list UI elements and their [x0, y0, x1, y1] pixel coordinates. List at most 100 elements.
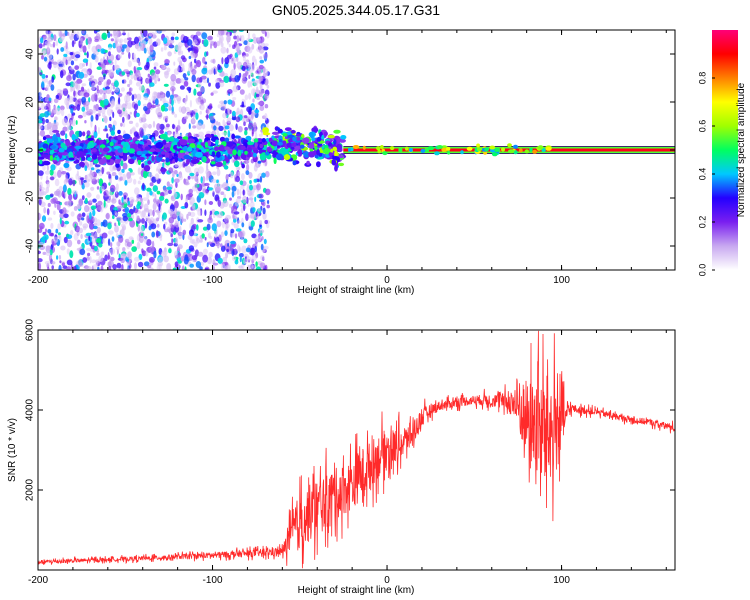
- heatmap-noise-cell: [247, 80, 251, 88]
- heatmap-noise-cell: [217, 63, 221, 71]
- heatmap-carrier-cell: [513, 150, 518, 155]
- heatmap-noise-cell: [184, 165, 191, 173]
- heatmap-noise-cell: [61, 171, 67, 175]
- heatmap-carrier-cell: [271, 131, 280, 135]
- heatmap-noise-cell: [237, 220, 241, 224]
- heatmap-noise-cell: [73, 265, 77, 270]
- heatmap-noise-cell: [44, 97, 49, 102]
- heatmap-noise-cell: [255, 93, 260, 98]
- heatmap-noise-cell: [115, 104, 119, 111]
- heatmap-noise-cell: [38, 132, 41, 136]
- heatmap-noise-cell: [167, 242, 174, 247]
- heatmap-noise-cell: [63, 179, 68, 185]
- heatmap-noise-cell: [165, 115, 169, 121]
- heatmap-noise-cell: [242, 195, 248, 204]
- heatmap-noise-cell: [62, 207, 67, 215]
- heatmap-carrier-cell: [210, 161, 216, 165]
- heatmap-noise-cell: [49, 169, 54, 176]
- heatmap-carrier-cell: [138, 141, 145, 145]
- heatmap-noise-cell: [219, 100, 225, 105]
- heatmap-noise-cell: [73, 206, 78, 211]
- heatmap-noise-cell: [75, 54, 81, 59]
- heatmap-carrier-cell: [314, 146, 318, 151]
- heatmap-noise-cell: [152, 185, 158, 192]
- heatmap-noise-cell: [192, 113, 196, 118]
- heatmap-noise-cell: [89, 62, 92, 70]
- heatmap-noise-cell: [81, 86, 85, 92]
- heatmap-noise-cell: [98, 242, 103, 248]
- heatmap-carrier-cell: [276, 127, 281, 131]
- heatmap-carrier-cell: [508, 149, 515, 154]
- heatmap-noise-cell: [128, 120, 134, 124]
- heatmap-noise-cell: [182, 229, 187, 236]
- heatmap-carrier-cell: [316, 161, 321, 168]
- heatmap-noise-cell: [180, 50, 184, 55]
- heatmap-noise-cell: [185, 94, 188, 102]
- heatmap-carrier-cell: [154, 148, 161, 153]
- heatmap-noise-cell: [58, 37, 64, 43]
- colorbar: 0.0 0.2 0.4 0.6 0.8 Normalized spectral ampl…: [697, 30, 747, 276]
- heatmap-noise-cell: [231, 57, 234, 62]
- heatmap-noise-cell: [97, 200, 103, 206]
- spectrogram-xlabel: Height of straight line (km): [298, 285, 415, 296]
- heatmap-carrier-cell: [389, 146, 395, 151]
- heatmap-noise-cell: [146, 239, 152, 246]
- heatmap-carrier-cell: [252, 152, 257, 158]
- heatmap-noise-cell: [90, 94, 96, 102]
- heatmap-noise-cell: [114, 87, 120, 93]
- heatmap-noise-cell: [119, 176, 124, 181]
- heatmap-noise-cell: [166, 186, 172, 191]
- heatmap-noise-cell: [97, 266, 100, 270]
- heatmap-noise-cell: [108, 173, 112, 179]
- heatmap-noise-cell: [86, 256, 90, 261]
- heatmap-noise-cell: [120, 160, 124, 167]
- heatmap-noise-cell: [179, 225, 182, 232]
- heatmap-carrier-cell: [352, 145, 360, 149]
- heatmap-carrier-cell: [49, 154, 54, 162]
- heatmap-noise-cell: [264, 104, 269, 109]
- heatmap-noise-cell: [126, 102, 132, 110]
- heatmap-noise-cell: [176, 124, 181, 131]
- heatmap-noise-cell: [126, 212, 132, 218]
- heatmap-noise-cell: [224, 230, 228, 237]
- heatmap-noise-cell: [97, 126, 100, 135]
- heatmap-noise-cell: [226, 47, 229, 54]
- heatmap-noise-cell: [231, 190, 235, 198]
- heatmap-noise-cell: [42, 165, 46, 171]
- heatmap-noise-cell: [158, 203, 161, 211]
- heatmap-noise-cell: [230, 69, 237, 77]
- heatmap-carrier-cell: [78, 161, 85, 167]
- heatmap-noise-cell: [259, 56, 263, 60]
- heatmap-noise-cell: [79, 37, 83, 45]
- heatmap-carrier-cell: [42, 160, 51, 166]
- heatmap-noise-cell: [241, 101, 245, 108]
- heatmap-carrier-cell: [49, 145, 57, 150]
- heatmap-noise-cell: [207, 232, 211, 239]
- heatmap-carrier-cell: [494, 148, 501, 152]
- heatmap-carrier-cell: [166, 147, 170, 153]
- spectrogram-heatmap: [38, 30, 675, 270]
- heatmap-noise-cell: [221, 106, 226, 111]
- heatmap-carrier-cell: [447, 150, 451, 155]
- heatmap-noise-cell: [40, 37, 44, 44]
- heatmap-carrier-cell: [380, 145, 384, 149]
- heatmap-noise-cell: [197, 166, 204, 174]
- heatmap-noise-cell: [85, 100, 90, 106]
- heatmap-carrier-cell: [262, 132, 271, 136]
- heatmap-noise-cell: [45, 119, 49, 123]
- heatmap-carrier-cell: [291, 142, 297, 147]
- heatmap-noise-cell: [198, 96, 204, 100]
- heatmap-noise-cell: [220, 46, 227, 54]
- heatmap-noise-cell: [266, 84, 270, 89]
- heatmap-carrier-cell: [52, 129, 60, 133]
- heatmap-noise-cell: [227, 99, 233, 105]
- heatmap-carrier-cell: [224, 137, 230, 143]
- heatmap-noise-cell: [248, 122, 254, 130]
- heatmap-noise-cell: [253, 178, 258, 183]
- heatmap-noise-cell: [56, 203, 61, 211]
- heatmap-noise-cell: [250, 247, 256, 256]
- heatmap-noise-cell: [81, 177, 84, 186]
- heatmap-noise-cell: [184, 77, 189, 81]
- heatmap-carrier-cell: [71, 134, 77, 141]
